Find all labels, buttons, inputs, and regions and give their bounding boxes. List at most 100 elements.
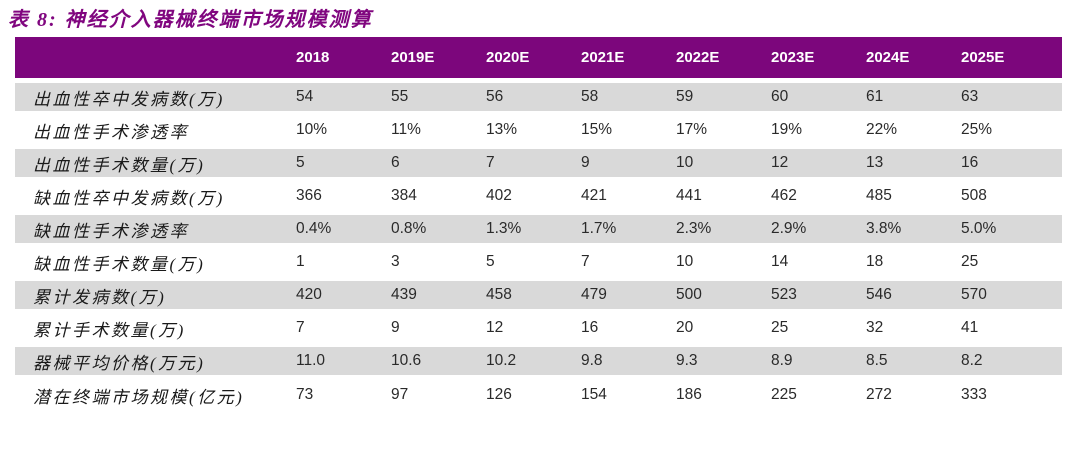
table-row: 器械平均价格(万元) 11.0 10.6 10.2 9.8 9.3 8.9 8.5 8.2 bbox=[15, 344, 1062, 378]
value-cell: 12 bbox=[486, 319, 504, 336]
value-cell: 3.8% bbox=[866, 220, 902, 237]
table-row: 出血性手术数量(万) 5 6 7 9 10 12 13 16 bbox=[15, 146, 1062, 180]
value-cell: 439 bbox=[391, 286, 417, 303]
value-cell: 13 bbox=[866, 154, 884, 171]
value-cell: 25 bbox=[771, 319, 789, 336]
row-label-cell: 出血性卒中发病数(万) bbox=[33, 89, 225, 109]
value-cell: 16 bbox=[961, 154, 979, 171]
value-cell: 55 bbox=[391, 88, 409, 105]
year-header-row: 2018 2019E 2020E 2021E 2022E 2023E 2024E 2025E bbox=[15, 37, 1062, 81]
row-label-cell: 累计手术数量(万) bbox=[33, 320, 186, 340]
value-cell: 7 bbox=[296, 319, 305, 336]
value-cell: 8.5 bbox=[866, 352, 888, 369]
value-cell: 5.0% bbox=[961, 220, 997, 237]
value-cell: 421 bbox=[581, 187, 607, 204]
value-cell: 9 bbox=[581, 154, 590, 171]
value-cell: 54 bbox=[296, 88, 314, 105]
value-cell: 25 bbox=[961, 253, 979, 270]
value-cell: 22% bbox=[866, 121, 898, 138]
row-label-cell: 潜在终端市场规模(亿元) bbox=[33, 387, 245, 407]
value-cell: 420 bbox=[296, 286, 322, 303]
value-cell: 10.6 bbox=[391, 352, 422, 369]
year-column-header: 2019E bbox=[388, 37, 483, 81]
table-row: 累计发病数(万) 420 439 458 479 500 523 546 570 bbox=[15, 278, 1062, 312]
table-row: 累计手术数量(万) 7 9 12 16 20 25 32 41 bbox=[15, 311, 1062, 345]
value-cell: 2.3% bbox=[676, 220, 712, 237]
value-cell: 18 bbox=[866, 253, 884, 270]
value-cell: 441 bbox=[676, 187, 702, 204]
value-cell: 8.9 bbox=[771, 352, 793, 369]
corner-cell bbox=[15, 37, 293, 81]
value-cell: 225 bbox=[771, 386, 797, 404]
value-cell: 14 bbox=[771, 253, 789, 270]
value-cell: 15% bbox=[581, 121, 613, 138]
value-cell: 60 bbox=[771, 88, 789, 105]
value-cell: 10 bbox=[676, 253, 694, 270]
value-cell: 19% bbox=[771, 121, 803, 138]
value-cell: 11.0 bbox=[296, 352, 326, 369]
value-cell: 402 bbox=[486, 187, 512, 204]
value-cell: 8.2 bbox=[961, 352, 983, 369]
value-cell: 1 bbox=[296, 253, 305, 270]
value-cell: 154 bbox=[581, 386, 607, 404]
value-cell: 41 bbox=[961, 319, 979, 336]
year-column-header: 2025E bbox=[958, 37, 1062, 81]
year-column-header: 2018 bbox=[293, 37, 388, 81]
value-cell: 5 bbox=[486, 253, 495, 270]
value-cell: 126 bbox=[486, 386, 512, 404]
value-cell: 73 bbox=[296, 386, 314, 404]
value-cell: 570 bbox=[961, 286, 987, 303]
value-cell: 61 bbox=[866, 88, 884, 105]
value-cell: 9.3 bbox=[676, 352, 698, 369]
value-cell: 186 bbox=[676, 386, 702, 404]
value-cell: 0.4% bbox=[296, 220, 332, 237]
table-row: 缺血性卒中发病数(万) 366 384 402 421 441 462 485 508 bbox=[15, 179, 1062, 213]
row-label-cell: 出血性手术数量(万) bbox=[33, 155, 206, 175]
value-cell: 32 bbox=[866, 319, 884, 336]
value-cell: 3 bbox=[391, 253, 400, 270]
value-cell: 56 bbox=[486, 88, 504, 105]
value-cell: 485 bbox=[866, 187, 892, 204]
value-cell: 7 bbox=[486, 154, 495, 171]
table-row: 缺血性手术渗透率 0.4% 0.8% 1.3% 1.7% 2.3% 2.9% 3.8% 5.0% bbox=[15, 212, 1062, 246]
value-cell: 5 bbox=[296, 154, 305, 171]
table-row: 缺血性手术数量(万) 1 3 5 7 10 14 18 25 bbox=[15, 245, 1062, 279]
value-cell: 58 bbox=[581, 88, 599, 105]
table-title: 表 8: 神经介入器械终端市场规模测算 bbox=[8, 9, 373, 31]
table-row: 出血性手术渗透率 10% 11% 13% 15% 17% 19% 22% 25% bbox=[15, 113, 1062, 147]
year-column-header: 2022E bbox=[673, 37, 768, 81]
value-cell: 500 bbox=[676, 286, 702, 303]
value-cell: 523 bbox=[771, 286, 797, 303]
year-column-header: 2024E bbox=[863, 37, 958, 81]
value-cell: 97 bbox=[391, 386, 409, 404]
row-label-cell: 器械平均价格(万元) bbox=[33, 353, 206, 373]
value-cell: 479 bbox=[581, 286, 607, 303]
value-cell: 1.3% bbox=[486, 220, 522, 237]
row-label-cell: 缺血性手术数量(万) bbox=[33, 254, 206, 274]
table-row: 出血性卒中发病数(万) 54 55 56 58 59 60 61 63 bbox=[15, 80, 1062, 114]
value-cell: 366 bbox=[296, 187, 322, 204]
value-cell: 7 bbox=[581, 253, 590, 270]
value-cell: 9 bbox=[391, 319, 400, 336]
row-label-cell: 缺血性手术渗透率 bbox=[33, 221, 189, 241]
value-cell: 384 bbox=[391, 187, 417, 204]
value-cell: 0.8% bbox=[391, 220, 427, 237]
value-cell: 333 bbox=[961, 386, 987, 404]
row-label-cell: 缺血性卒中发病数(万) bbox=[33, 188, 225, 208]
value-cell: 10.2 bbox=[486, 352, 517, 369]
value-cell: 9.8 bbox=[581, 352, 603, 369]
market-table: 2018 2019E 2020E 2021E 2022E 2023E 2024E 2025E … bbox=[15, 37, 1062, 411]
value-cell: 25% bbox=[961, 121, 993, 138]
year-column-header: 2023E bbox=[768, 37, 863, 81]
value-cell: 11% bbox=[391, 121, 421, 138]
value-cell: 2.9% bbox=[771, 220, 807, 237]
value-cell: 458 bbox=[486, 286, 512, 303]
value-cell: 20 bbox=[676, 319, 694, 336]
row-label-cell: 出血性手术渗透率 bbox=[33, 122, 189, 142]
value-cell: 17% bbox=[676, 121, 708, 138]
value-cell: 462 bbox=[771, 187, 797, 204]
value-cell: 13% bbox=[486, 121, 518, 138]
value-cell: 272 bbox=[866, 386, 892, 404]
value-cell: 10 bbox=[676, 154, 694, 171]
